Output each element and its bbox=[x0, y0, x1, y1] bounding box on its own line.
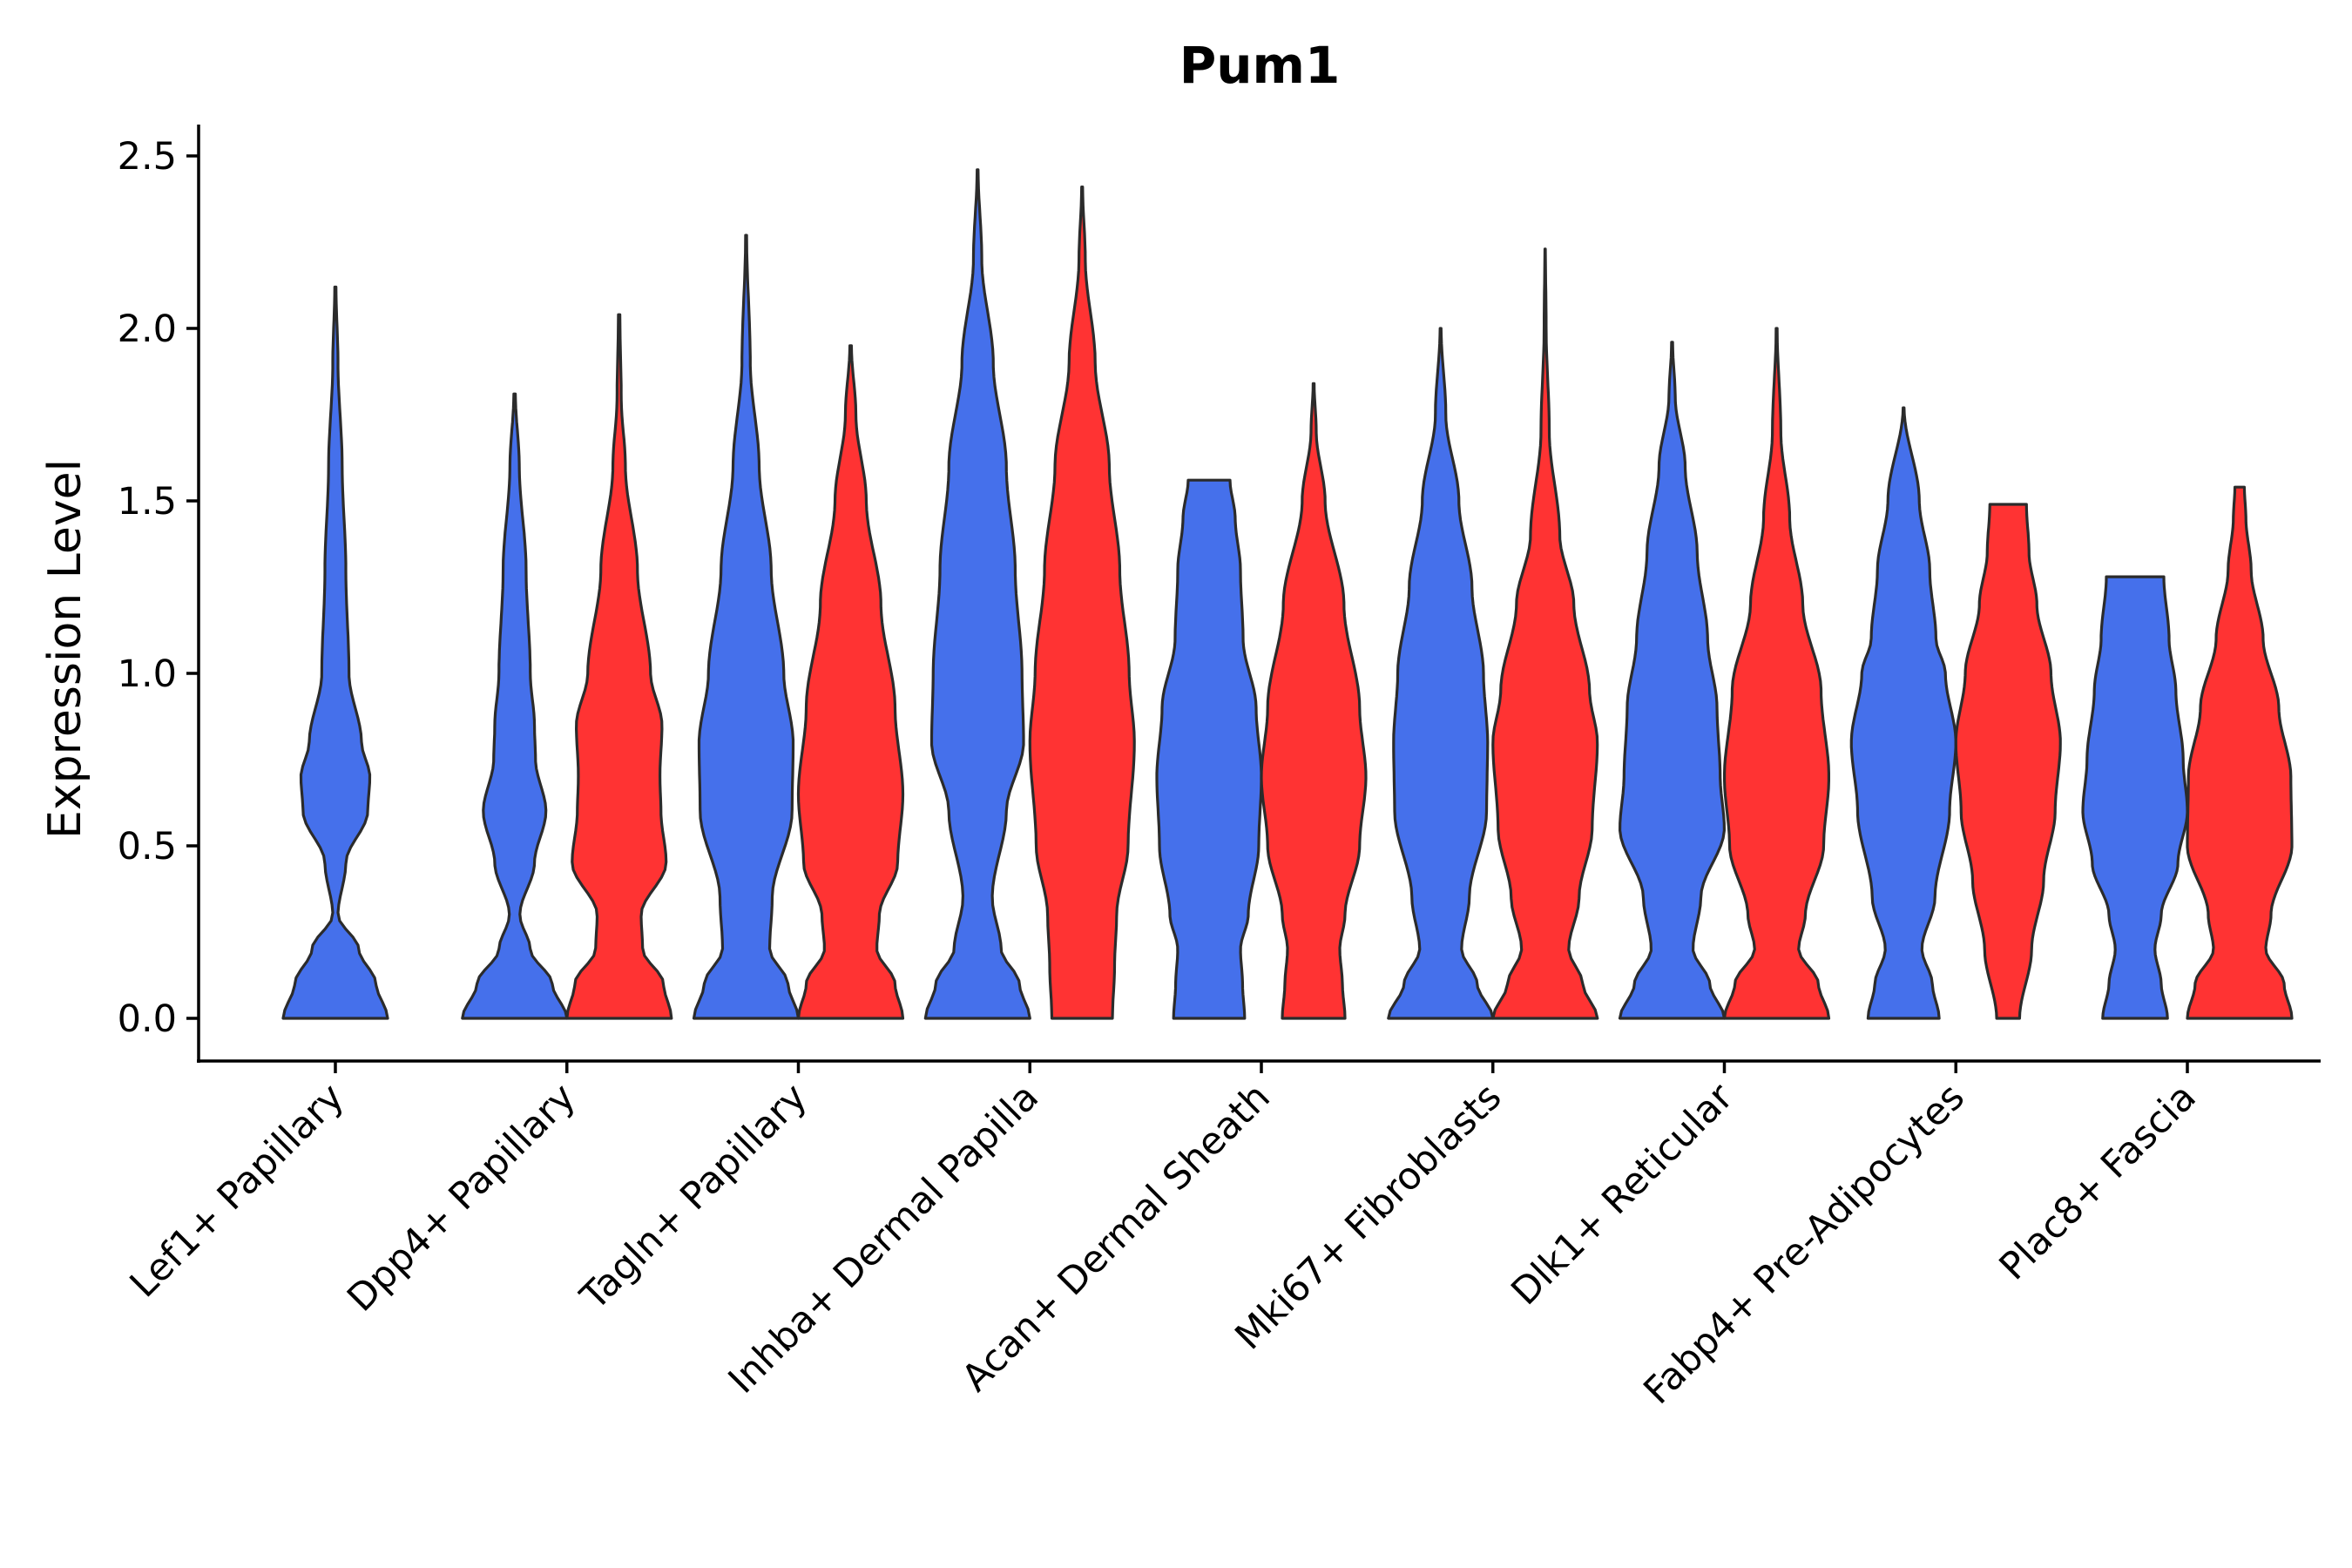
category-label: Dlk1+ Reticular bbox=[1504, 1075, 1742, 1314]
violin-mki67-fibroblasts-blue bbox=[1387, 327, 1495, 1020]
violin-acan-dermal-sheath-red bbox=[1260, 382, 1368, 1020]
category-label: Dpp4+ Papillary bbox=[339, 1075, 584, 1320]
y-ticks-group: 0.0 0.5 1.0 1.5 2.0 2.5 bbox=[118, 135, 199, 1041]
category-label: Tagln+ Papillary bbox=[572, 1075, 816, 1319]
violin-fabp4-pre-adipocytes-red bbox=[1954, 503, 2062, 1020]
y-tick-label: 0.5 bbox=[118, 825, 177, 868]
y-tick-label: 1.0 bbox=[118, 652, 177, 696]
violin-inhba-dermal-papilla-blue bbox=[923, 168, 1031, 1020]
category-label: Mki67+ Fibroblasts bbox=[1227, 1075, 1511, 1358]
violin-mki67-fibroblasts-red bbox=[1491, 247, 1599, 1020]
y-tick-label: 2.0 bbox=[118, 308, 177, 351]
category-label: Lef1+ Papillary bbox=[122, 1075, 353, 1306]
violin-dpp4-papillary-blue bbox=[461, 392, 569, 1020]
violin-tagln-papillary-red bbox=[796, 344, 905, 1020]
violin-acan-dermal-sheath-blue bbox=[1155, 478, 1263, 1020]
violin-tagln-papillary-blue bbox=[692, 233, 801, 1020]
violin-lef1-papillary-blue bbox=[281, 285, 389, 1020]
chart-title: Pum1 bbox=[1179, 36, 1341, 95]
category-label: Plac8+ Fascia bbox=[1991, 1075, 2205, 1288]
violins-group bbox=[281, 168, 2294, 1020]
y-tick-label: 1.5 bbox=[118, 480, 177, 524]
violin-inhba-dermal-papilla-red bbox=[1028, 186, 1136, 1020]
violin-dlk1-reticular-blue bbox=[1618, 341, 1727, 1020]
y-axis-label: Expression Level bbox=[39, 459, 91, 839]
violin-dlk1-reticular-red bbox=[1722, 327, 1831, 1020]
violin-fabp4-pre-adipocytes-blue bbox=[1849, 406, 1957, 1020]
violin-plac8-fascia-red bbox=[2186, 485, 2294, 1020]
violin-plac8-fascia-blue bbox=[2081, 575, 2189, 1020]
violin-dpp4-papillary-red bbox=[565, 313, 673, 1020]
y-tick-label: 2.5 bbox=[118, 135, 177, 179]
y-tick-label: 0.0 bbox=[118, 997, 177, 1041]
